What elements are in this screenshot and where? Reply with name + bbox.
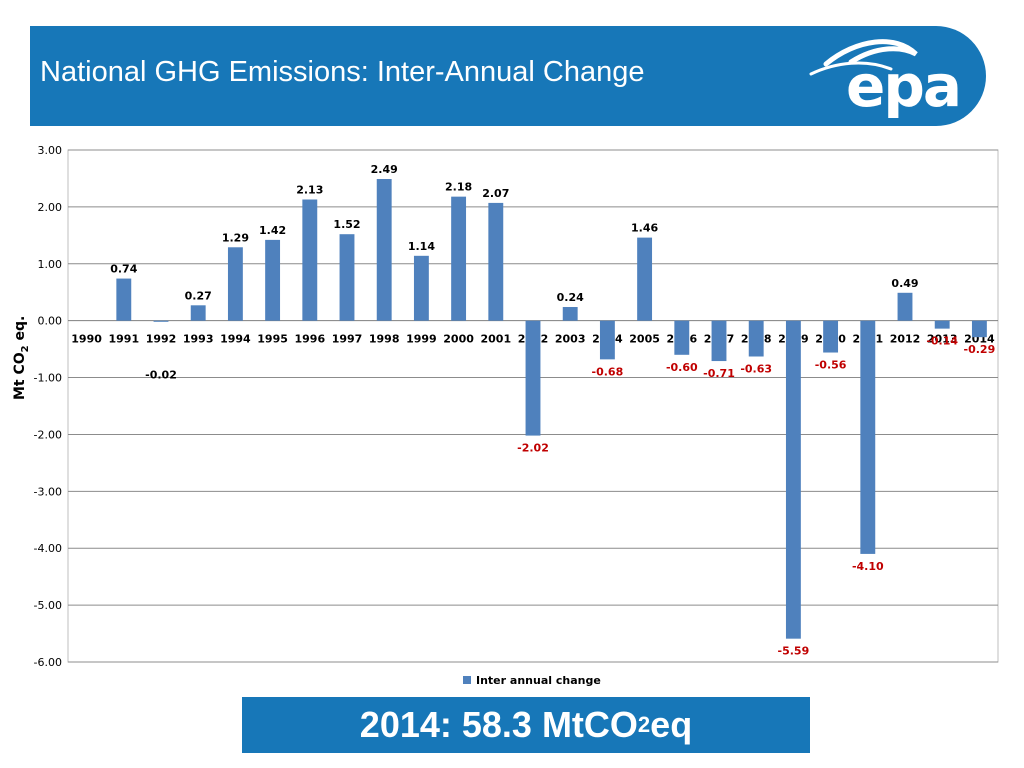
x-tick-label: 1991 <box>108 333 139 346</box>
page-title: National GHG Emissions: Inter-Annual Cha… <box>40 56 645 88</box>
bar <box>116 278 132 321</box>
data-label: -0.14 <box>926 335 958 348</box>
x-tick-label: 2012 <box>890 333 921 346</box>
data-label: 2.13 <box>296 183 323 196</box>
data-label: 1.14 <box>408 240 435 253</box>
data-label: 1.29 <box>222 231 249 244</box>
bar <box>637 237 653 321</box>
bar <box>748 320 764 357</box>
x-tick-label: 1992 <box>146 333 177 346</box>
x-tick-label: 1995 <box>257 333 288 346</box>
data-label: -0.56 <box>815 359 847 372</box>
bar <box>488 202 504 321</box>
bar <box>265 239 281 321</box>
x-tick-label: 1997 <box>332 333 363 346</box>
header-bar <box>30 26 986 126</box>
banner-suffix: eq <box>650 704 693 745</box>
data-label: 0.24 <box>557 291 584 304</box>
data-label: 1.42 <box>259 224 286 237</box>
data-label: -0.29 <box>964 343 996 356</box>
bar <box>153 320 169 322</box>
bar <box>376 179 392 321</box>
x-tick-label: 1990 <box>71 333 102 346</box>
x-tick-label: 1996 <box>294 333 325 346</box>
x-tick-label: 1998 <box>369 333 400 346</box>
data-label: 2.18 <box>445 181 472 194</box>
bar <box>823 320 839 353</box>
bar <box>525 320 541 436</box>
y-tick-label: 1.00 <box>38 258 63 271</box>
bar <box>302 199 318 321</box>
y-tick-label: -2.00 <box>34 428 62 441</box>
x-tick-label: 2003 <box>555 333 586 346</box>
data-label: -0.71 <box>703 367 735 380</box>
bar <box>934 320 950 329</box>
bar <box>339 234 355 321</box>
y-tick-label: 2.00 <box>38 201 63 214</box>
bar <box>562 307 578 321</box>
x-tick-label: 1993 <box>183 333 214 346</box>
x-tick-label: 2005 <box>629 333 660 346</box>
bar <box>711 320 727 362</box>
banner-prefix: 2014: 58.3 MtCO <box>359 704 638 745</box>
data-label: 0.49 <box>891 277 918 290</box>
data-label: -0.60 <box>666 361 698 374</box>
data-label: 2.49 <box>371 163 398 176</box>
bar <box>897 292 913 321</box>
data-label: 1.52 <box>333 218 360 231</box>
bar <box>413 255 429 321</box>
y-tick-label: -3.00 <box>34 485 62 498</box>
y-tick-label: 3.00 <box>38 144 63 157</box>
summary-banner: 2014: 58.3 MtCO 2 eq <box>242 697 810 753</box>
data-label: -0.68 <box>592 365 624 378</box>
bar <box>227 247 243 321</box>
bar <box>971 320 987 338</box>
data-label: 0.74 <box>110 263 137 276</box>
data-label: -0.63 <box>740 363 772 376</box>
legend-label: Inter annual change <box>476 674 601 687</box>
data-label: -5.59 <box>778 645 810 658</box>
logo-text: epa <box>846 52 962 120</box>
x-tick-label: 2014 <box>964 333 995 346</box>
data-label: 1.46 <box>631 222 658 235</box>
bar <box>190 305 206 321</box>
y-tick-label: -1.00 <box>34 372 62 385</box>
inter-annual-change-chart: 3.00 2.00 1.00 0.00 -1.00 -2.00 -3.00 -4.00 -5.0… <box>34 144 999 687</box>
epa-swirl-logo-icon <box>809 39 918 76</box>
data-label: 2.07 <box>482 187 509 200</box>
y-tick-label: 0.00 <box>38 315 63 328</box>
bar <box>785 320 801 639</box>
x-tick-label: 2000 <box>443 333 474 346</box>
data-label: -4.10 <box>852 560 884 573</box>
bar <box>599 320 615 360</box>
legend-swatch <box>463 676 471 684</box>
data-label: -2.02 <box>517 442 549 455</box>
bar <box>451 196 467 321</box>
x-tick-label: 1999 <box>406 333 437 346</box>
bar <box>674 320 690 355</box>
y-tick-label: -5.00 <box>34 599 62 612</box>
y-tick-label: -4.00 <box>34 542 62 555</box>
x-tick-label: 2013 <box>927 333 958 346</box>
data-label: 0.27 <box>185 289 212 302</box>
x-tick-label: 2001 <box>480 333 511 346</box>
banner-sub: 2 <box>637 712 651 737</box>
bar <box>860 320 876 554</box>
x-tick-label: 1994 <box>220 333 251 346</box>
y-tick-label: -6.00 <box>34 656 62 669</box>
data-label: -0.02 <box>145 369 177 382</box>
